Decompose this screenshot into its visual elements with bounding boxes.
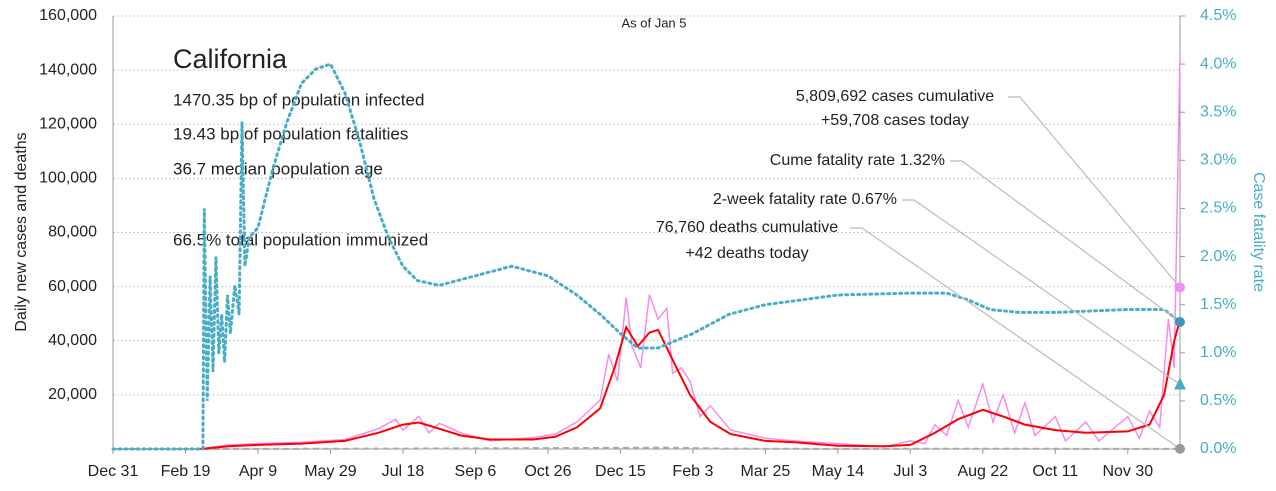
series-line (199, 319, 1181, 450)
annotation-text: Cume fatality rate 1.32% (770, 152, 945, 169)
y-tick-label: 60,000 (48, 278, 97, 295)
annotation-text: 2-week fatality rate 0.67% (713, 191, 897, 208)
annotation-leader (850, 227, 1181, 450)
y-tick-label: 140,000 (39, 61, 97, 78)
stat-line: 19.43 bp of population fatalities (173, 124, 408, 143)
y-tick-label: 160,000 (39, 7, 97, 24)
x-tick-label: Jul 3 (893, 463, 927, 480)
annotation-marker (1175, 316, 1185, 327)
chart-title: California (173, 44, 288, 74)
x-tick-label: Nov 30 (1102, 463, 1153, 480)
y2-tick-label: 1.0% (1200, 344, 1236, 361)
x-tick-label: Mar 25 (740, 463, 790, 480)
y-tick-label: 100,000 (39, 170, 97, 187)
y2-tick-label: 3.5% (1200, 103, 1236, 120)
x-tick-label: Jul 18 (382, 463, 425, 480)
annotation-leader (902, 199, 1181, 386)
y2-tick-label: 1.5% (1200, 296, 1236, 313)
chart-subtitle: As of Jan 5 (621, 15, 686, 30)
y-axis-label: Daily new cases and deaths (13, 132, 30, 331)
annotation-marker (1174, 377, 1186, 390)
x-tick-label: Feb 19 (161, 463, 211, 480)
series-line (111, 62, 1182, 451)
y2-tick-label: 2.5% (1200, 200, 1236, 217)
stat-line: 66.5% total population immunized (173, 230, 428, 249)
annotation-text: +42 deaths today (685, 245, 808, 262)
x-tick-label: Dec 31 (88, 463, 139, 480)
x-tick-label: May 14 (812, 463, 865, 480)
annotation-leader (950, 160, 1181, 323)
y2-tick-label: 3.0% (1200, 152, 1236, 169)
y2-tick-label: 4.5% (1200, 7, 1236, 24)
series-line (113, 446, 1180, 450)
annotation-text: 76,760 deaths cumulative (656, 219, 838, 236)
y2-tick-label: 2.0% (1200, 248, 1236, 265)
annotation-text: 5,809,692 cases cumulative (796, 88, 994, 105)
x-tick-label: Aug 22 (957, 463, 1008, 480)
stat-line: 36.7 median population age (173, 159, 383, 178)
y-tick-label: 120,000 (39, 115, 97, 132)
x-tick-label: Oct 11 (1032, 463, 1078, 480)
x-tick-label: Dec 15 (595, 463, 646, 480)
x-tick-label: Sep 6 (455, 463, 497, 480)
y-tick-label: 80,000 (48, 224, 97, 241)
stat-line: 1470.35 bp of population infected (173, 90, 424, 109)
y-tick-label: 20,000 (48, 386, 97, 403)
x-tick-label: Oct 26 (524, 463, 571, 480)
y2-tick-label: 0.5% (1200, 392, 1236, 409)
annotation-marker (1175, 443, 1185, 454)
y2-tick-label: 4.0% (1200, 55, 1236, 72)
annotation-marker (1175, 282, 1185, 293)
annotation-leader (1008, 96, 1181, 288)
x-tick-label: Feb 3 (672, 463, 713, 480)
y2-tick-label: 0.0% (1200, 440, 1236, 457)
x-tick-label: Apr 9 (239, 463, 277, 480)
y-tick-label: 40,000 (48, 332, 97, 349)
y2-axis-label: Case fatality rate (1250, 172, 1267, 292)
annotation-text: +59,708 cases today (821, 112, 969, 129)
x-tick-label: May 29 (304, 463, 357, 480)
